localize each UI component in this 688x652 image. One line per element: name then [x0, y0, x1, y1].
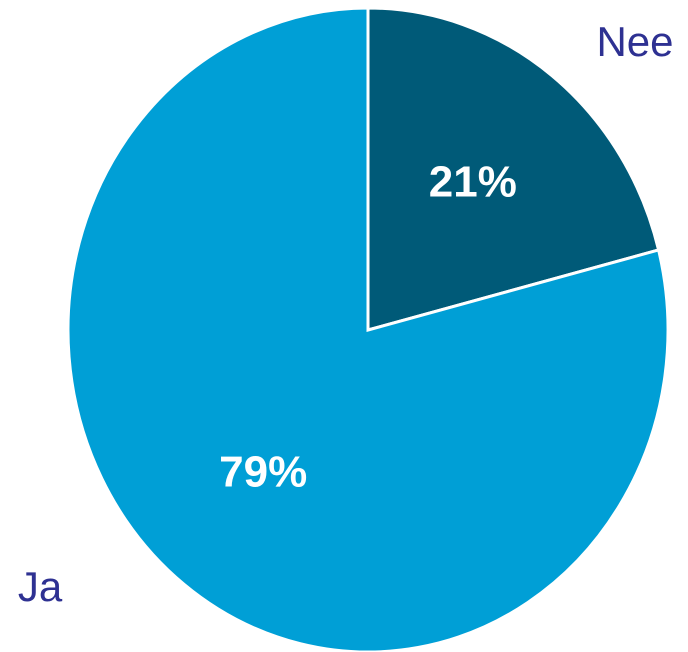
pie-slice	[366, 6, 661, 332]
category-label: Ja	[18, 563, 63, 610]
value-label: 21%	[429, 158, 517, 207]
category-label: Nee	[596, 18, 673, 65]
pie-slice	[66, 6, 670, 652]
value-label: 79%	[219, 448, 307, 497]
